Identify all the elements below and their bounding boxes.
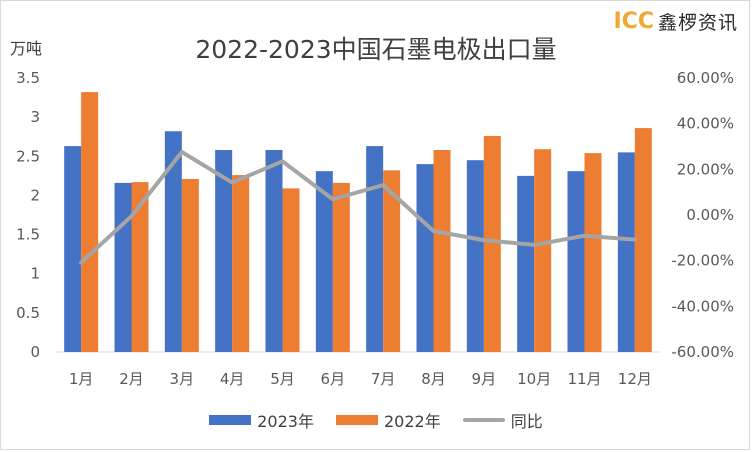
- bar-2022: [584, 153, 602, 352]
- left-axis-ticks: 0 0.5 1 1.5 2 2.5 3 3.5: [16, 69, 40, 361]
- left-tick-label: 1.5: [16, 226, 40, 244]
- legend-item-yoy: 同比: [462, 408, 543, 432]
- x-tick-label: 8月: [421, 370, 446, 388]
- legend-item-2023: 2023年: [209, 408, 314, 432]
- logo-mark: ICC: [613, 8, 654, 34]
- x-tick-label: 5月: [270, 370, 295, 388]
- bar-2023: [517, 175, 535, 352]
- brand-logo: ICC 鑫椤资讯: [614, 6, 739, 36]
- left-tick-label: 0: [30, 343, 40, 361]
- right-tick-label: 60.00%: [677, 69, 734, 87]
- bar-2023: [164, 131, 182, 352]
- x-tick-label: 12月: [618, 370, 652, 388]
- logo-name: 鑫椤资讯: [657, 11, 738, 34]
- bar-2022: [433, 150, 451, 352]
- x-tick-label: 4月: [220, 370, 245, 388]
- left-tick-label: 1: [30, 265, 40, 283]
- x-tick-label: 9月: [472, 370, 497, 388]
- x-tick-label: 11月: [567, 370, 601, 388]
- legend-item-2022: 2022年: [335, 408, 441, 432]
- bar-2023: [466, 160, 484, 352]
- chart-title: 2022-2023中国石墨电极出口量: [195, 35, 557, 64]
- bar-2023: [315, 171, 333, 352]
- x-axis-ticks: 1月 2月 3月 4月 5月 6月 7月 8月 9月 10月 11月 12月: [69, 370, 652, 388]
- bar-2023: [114, 182, 132, 352]
- legend-swatch-2023: [209, 415, 252, 425]
- legend-swatch-yoy: [462, 418, 505, 422]
- right-tick-label: -40.00%: [671, 297, 734, 315]
- left-tick-label: 2.5: [16, 147, 40, 165]
- yoy-line-layer: [79, 149, 637, 265]
- bar-2022: [181, 178, 199, 352]
- bar-2022: [81, 92, 99, 352]
- bar-2023: [215, 150, 233, 352]
- bar-2022: [131, 182, 149, 352]
- bar-2022: [383, 170, 401, 352]
- yoy-line: [79, 149, 637, 265]
- bar-2023: [265, 150, 283, 352]
- bar-2023: [617, 152, 635, 352]
- right-axis-ticks: -60.00% -40.00% -20.00% 0.00% 20.00% 40.00% 60…: [671, 69, 734, 361]
- right-tick-label: 40.00%: [677, 115, 734, 133]
- legend-swatch-2022: [335, 415, 378, 425]
- x-tick-label: 1月: [69, 370, 94, 388]
- bar-2023: [416, 164, 434, 352]
- bar-2022: [232, 175, 250, 352]
- bar-2023: [366, 146, 384, 352]
- x-tick-label: 7月: [371, 370, 396, 388]
- bar-2023: [64, 146, 82, 352]
- legend-label-yoy: 同比: [510, 412, 543, 431]
- legend-label-2022: 2022年: [383, 412, 441, 431]
- legend-label-2023: 2023年: [257, 412, 314, 431]
- bar-2022: [332, 182, 350, 352]
- right-tick-label: -20.00%: [671, 252, 734, 270]
- legend: 2023年 2022年 同比: [0, 408, 752, 432]
- bar-2022: [282, 188, 300, 352]
- bar-2022: [483, 135, 501, 352]
- bar-2022: [534, 149, 552, 352]
- x-tick-label: 6月: [321, 370, 346, 388]
- x-tick-label: 2月: [119, 370, 144, 388]
- right-tick-label: 0.00%: [686, 206, 734, 224]
- right-tick-label: 20.00%: [677, 160, 734, 178]
- left-tick-label: 0.5: [16, 304, 40, 322]
- bars: [64, 92, 652, 352]
- bar-2022: [634, 128, 652, 352]
- bar-2023: [567, 171, 585, 352]
- left-tick-label: 3: [30, 108, 40, 126]
- x-tick-label: 3月: [170, 370, 195, 388]
- x-tick-label: 10月: [517, 370, 551, 388]
- left-tick-label: 2: [30, 186, 40, 204]
- right-tick-label: -60.00%: [671, 343, 734, 361]
- y-axis-unit: 万吨: [10, 39, 43, 58]
- left-tick-label: 3.5: [16, 69, 40, 87]
